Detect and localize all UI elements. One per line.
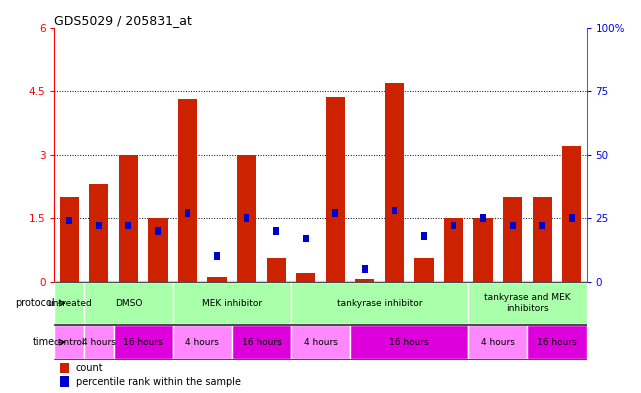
Bar bbox=[96, 222, 102, 230]
Bar bbox=[208, 277, 227, 281]
Bar bbox=[444, 218, 463, 281]
Bar bbox=[113, 325, 172, 359]
Bar bbox=[421, 232, 427, 240]
Text: percentile rank within the sample: percentile rank within the sample bbox=[76, 377, 241, 387]
Text: 4 hours: 4 hours bbox=[481, 338, 515, 347]
Text: protocol: protocol bbox=[15, 298, 54, 308]
Bar bbox=[414, 258, 433, 281]
Bar bbox=[362, 265, 368, 273]
Bar bbox=[84, 325, 113, 359]
Bar bbox=[474, 218, 493, 281]
Text: untreated: untreated bbox=[47, 299, 92, 308]
Bar bbox=[480, 214, 486, 222]
Bar bbox=[126, 222, 131, 230]
Bar bbox=[60, 363, 69, 373]
Bar bbox=[510, 222, 515, 230]
Bar bbox=[244, 214, 249, 222]
Bar bbox=[185, 209, 190, 217]
Bar bbox=[84, 283, 172, 324]
Text: 16 hours: 16 hours bbox=[537, 338, 577, 347]
Bar bbox=[178, 99, 197, 281]
Bar bbox=[539, 222, 545, 230]
Bar bbox=[503, 197, 522, 281]
Text: time: time bbox=[33, 337, 54, 347]
Bar bbox=[214, 252, 220, 260]
Text: control: control bbox=[53, 338, 85, 347]
Bar bbox=[569, 214, 574, 222]
Text: 16 hours: 16 hours bbox=[389, 338, 429, 347]
Text: 4 hours: 4 hours bbox=[185, 338, 219, 347]
Bar bbox=[54, 325, 84, 359]
Bar bbox=[350, 325, 469, 359]
Text: 4 hours: 4 hours bbox=[304, 338, 337, 347]
Text: 16 hours: 16 hours bbox=[242, 338, 281, 347]
Bar bbox=[89, 184, 108, 281]
Bar bbox=[54, 283, 84, 324]
Bar bbox=[303, 235, 308, 242]
Bar bbox=[60, 197, 79, 281]
Bar bbox=[232, 325, 291, 359]
Text: 16 hours: 16 hours bbox=[123, 338, 163, 347]
Bar bbox=[533, 197, 552, 281]
Bar bbox=[326, 97, 345, 281]
Text: DMSO: DMSO bbox=[115, 299, 142, 308]
Text: GDS5029 / 205831_at: GDS5029 / 205831_at bbox=[54, 15, 192, 28]
Text: tankyrase and MEK
inhibitors: tankyrase and MEK inhibitors bbox=[484, 294, 570, 313]
Text: MEK inhibitor: MEK inhibitor bbox=[202, 299, 262, 308]
Bar bbox=[148, 218, 167, 281]
Bar bbox=[296, 273, 315, 281]
Bar bbox=[60, 376, 69, 387]
Bar bbox=[451, 222, 456, 230]
Bar bbox=[172, 283, 291, 324]
Bar bbox=[273, 227, 279, 235]
Bar bbox=[291, 325, 350, 359]
Bar bbox=[385, 83, 404, 281]
Bar bbox=[155, 227, 161, 235]
Text: 4 hours: 4 hours bbox=[82, 338, 116, 347]
Text: tankyrase inhibitor: tankyrase inhibitor bbox=[337, 299, 422, 308]
Bar bbox=[172, 325, 232, 359]
Bar bbox=[469, 283, 587, 324]
Bar bbox=[392, 207, 397, 214]
Bar bbox=[528, 325, 587, 359]
Bar bbox=[67, 217, 72, 224]
Bar bbox=[562, 146, 581, 281]
Bar bbox=[119, 154, 138, 281]
Bar bbox=[333, 209, 338, 217]
Bar bbox=[469, 325, 528, 359]
Bar bbox=[355, 279, 374, 281]
Text: count: count bbox=[76, 363, 103, 373]
Bar bbox=[291, 283, 469, 324]
Bar bbox=[237, 154, 256, 281]
Bar bbox=[267, 258, 286, 281]
